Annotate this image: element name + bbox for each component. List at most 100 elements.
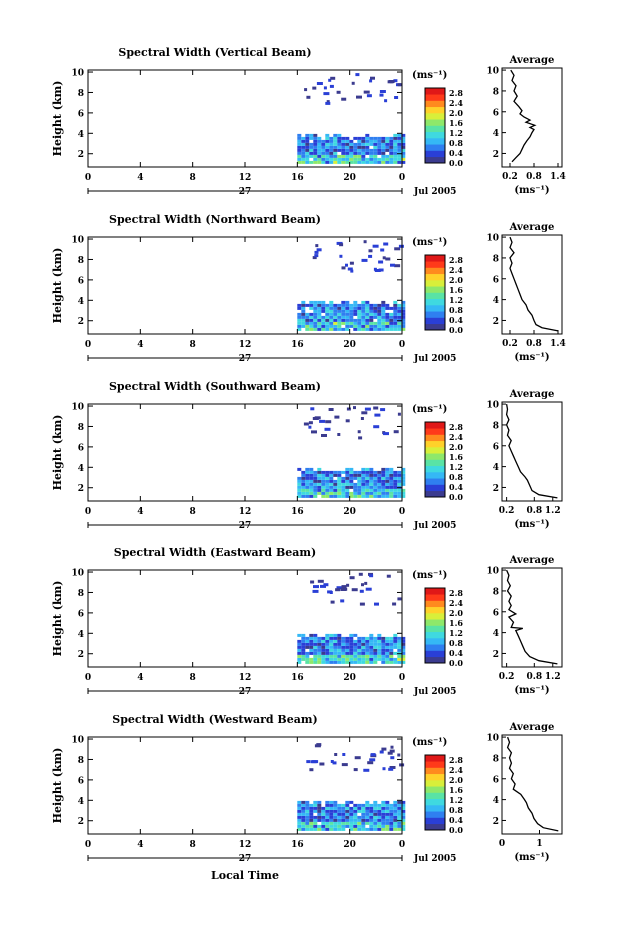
heatmap-cell: [317, 812, 322, 816]
heatmap-cell: [337, 154, 342, 158]
heatmap-cell: [325, 157, 330, 161]
heatmap-cell: [337, 160, 342, 164]
heatmap-cell: [401, 657, 406, 661]
heatmap-cell: [397, 815, 402, 819]
heatmap-cell: [297, 133, 302, 137]
heatmap-cell: [353, 406, 356, 410]
heatmap-cell: [337, 306, 342, 310]
heatmap-cell: [301, 812, 306, 816]
heatmap-cell: [373, 312, 378, 316]
heatmap-cell: [312, 86, 317, 90]
heatmap-cell: [309, 476, 314, 480]
heatmap-cell: [297, 318, 302, 322]
heatmap-cell: [297, 327, 302, 331]
heatmap-cell: [381, 306, 386, 310]
heatmap-cell: [341, 494, 346, 498]
heatmap-cell: [397, 139, 402, 143]
heatmap-cell: [385, 157, 390, 161]
heatmap-cell: [329, 151, 334, 155]
heatmap-cell: [308, 425, 312, 429]
heatmap-cell: [401, 636, 406, 640]
colorbar-tick-label: 0.4: [449, 648, 463, 658]
heatmap-cell: [381, 473, 386, 477]
heatmap-cell: [309, 657, 314, 661]
heatmap-cell: [377, 654, 382, 658]
heatmap-cell: [361, 476, 366, 480]
heatmap-cell: [345, 648, 350, 652]
heatmap-cell: [313, 809, 318, 813]
heatmap-cell: [373, 470, 378, 474]
heatmap-cell: [301, 651, 306, 655]
heatmap-cell: [381, 160, 386, 164]
panel-2: Spectral Width (Northward Beam)246810Hei…: [51, 213, 566, 364]
colorbar-segment: [425, 638, 445, 645]
heatmap-cell: [301, 318, 306, 322]
heatmap-cell: [297, 803, 302, 807]
profile-y-tick-label: 8: [493, 421, 499, 431]
heatmap-cell: [305, 139, 310, 143]
heatmap-cell: [301, 479, 306, 483]
heatmap-cell: [353, 300, 358, 304]
heatmap-cell: [317, 467, 322, 471]
profile-line: [506, 736, 559, 832]
heatmap-cell: [361, 648, 366, 652]
profile-y-tick-label: 2: [493, 817, 499, 827]
heatmap-cell: [357, 160, 362, 164]
heatmap-cell: [325, 654, 330, 658]
heatmap-cell: [329, 806, 334, 810]
heatmap-cell: [397, 157, 402, 161]
heatmap-cell: [301, 491, 306, 495]
heatmap-cell: [385, 491, 390, 495]
heatmap-cell: [385, 315, 390, 319]
heatmap-cell: [345, 263, 348, 267]
heatmap-cell: [301, 151, 306, 155]
heatmap-cell: [309, 145, 314, 149]
heatmap-cell: [325, 639, 330, 643]
heatmap-cell: [393, 136, 398, 140]
heatmap-cell: [341, 657, 346, 661]
heatmap-cell: [329, 803, 334, 807]
heatmap-cell: [373, 157, 378, 161]
colorbar-tick-label: 0.8: [449, 138, 463, 148]
heatmap-cell: [369, 574, 374, 578]
heatmap-cell: [334, 753, 338, 756]
heatmap-cell: [329, 821, 334, 825]
heatmap-cell: [349, 648, 354, 652]
heatmap-cell: [373, 818, 378, 822]
heatmap-cell: [365, 809, 370, 813]
heatmap-cell: [369, 315, 374, 319]
heatmap-cell: [305, 479, 310, 483]
heatmap-cell: [369, 654, 374, 658]
heatmap-cell: [381, 809, 386, 813]
profile-x-tick-label: 0.8: [526, 506, 542, 516]
heatmap-cell: [317, 824, 322, 828]
heatmap-cell: [377, 315, 382, 319]
heatmap-cell: [401, 160, 406, 164]
heatmap-cell: [393, 491, 398, 495]
heatmap-cell: [385, 321, 390, 325]
heatmap-cell: [297, 660, 302, 664]
heatmap-cell: [325, 818, 330, 822]
heatmap-cell: [389, 315, 394, 319]
heatmap-cell: [341, 139, 346, 143]
heatmap-cell: [345, 306, 350, 310]
colorbar-frame: [424, 587, 446, 664]
heatmap-cell: [301, 473, 306, 477]
heatmap-cell: [309, 494, 314, 498]
heatmap-cell: [365, 157, 370, 161]
heatmap-cell: [301, 815, 306, 819]
heatmap-cell: [309, 327, 314, 331]
heatmap-cell: [301, 142, 306, 146]
colorbar-tick-label: 2.4: [449, 598, 463, 608]
panels: Spectral Width (Vertical Beam)246810Heig…: [51, 46, 566, 864]
heatmap-cell: [329, 491, 334, 495]
heatmap-cell: [317, 803, 322, 807]
heatmap-cell: [325, 318, 330, 322]
colorbar-unit: (ms⁻¹): [412, 237, 447, 248]
heatmap-cell: [301, 160, 306, 164]
heatmap-cell: [373, 639, 378, 643]
heatmap-cell: [361, 482, 366, 486]
heatmap-cell: [373, 306, 378, 310]
heatmap-cell: [305, 818, 310, 822]
heatmap-cell: [398, 244, 404, 248]
